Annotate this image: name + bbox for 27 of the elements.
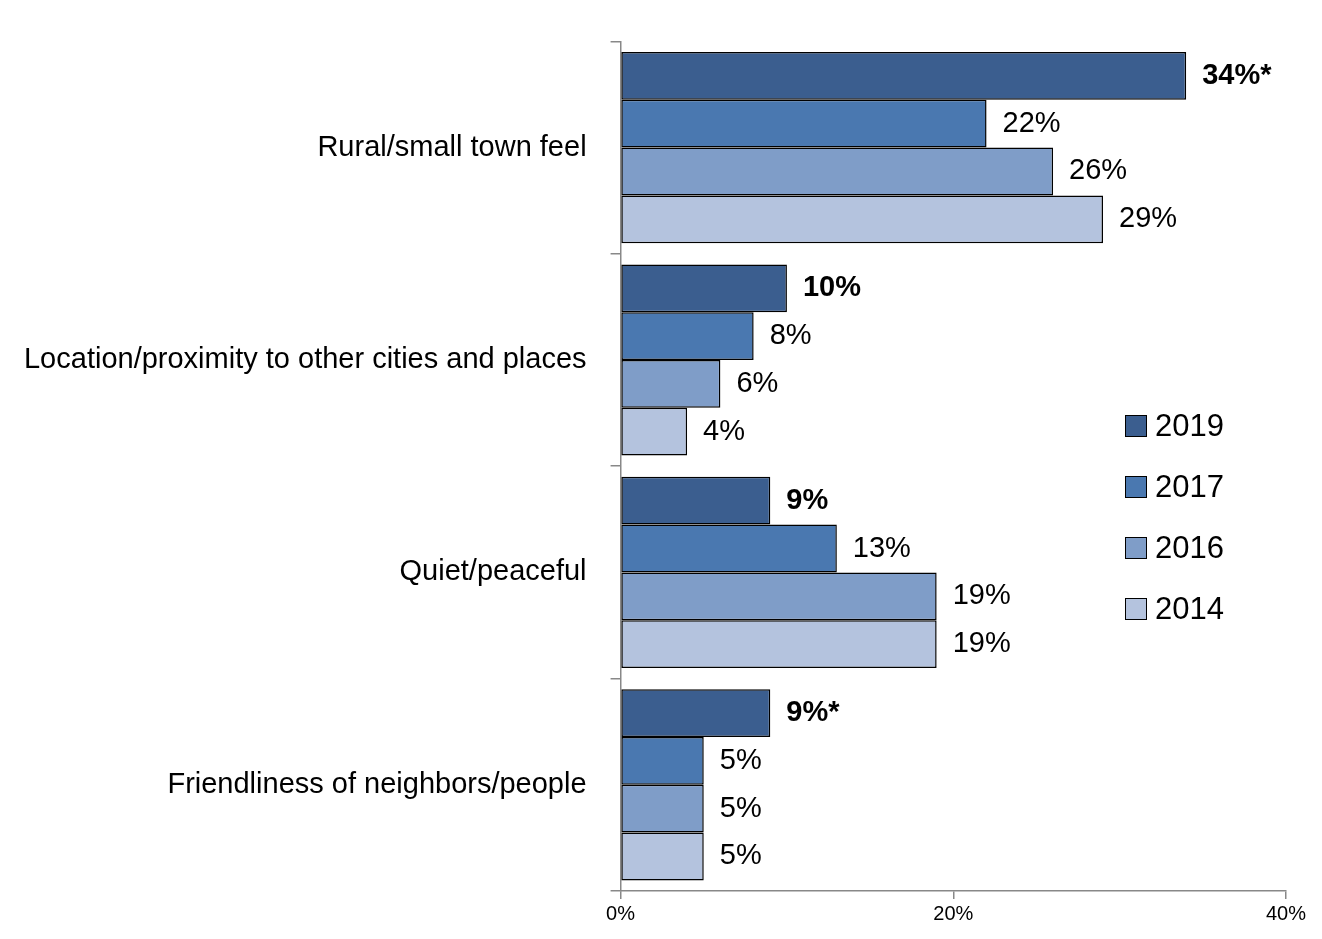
y-tick-label: Quiet/peaceful	[399, 554, 587, 587]
x-tick-label: 20%	[933, 901, 974, 924]
y-tick-label: Rural/small town feel	[317, 129, 587, 162]
y-tick-label: Friendliness of neighbors/people	[167, 766, 587, 799]
data-label: 19%	[952, 626, 1011, 659]
data-label: 9%*	[786, 695, 841, 728]
data-label: 29%	[1119, 201, 1178, 234]
data-label: 19%	[952, 578, 1011, 611]
data-label: 5%	[719, 790, 762, 823]
data-label: 6%	[736, 365, 779, 398]
legend-label: 2016	[1155, 529, 1224, 566]
data-label: 5%	[719, 838, 762, 871]
data-label: 13%	[852, 530, 911, 563]
data-label: 34%*	[1202, 57, 1273, 90]
data-label: 22%	[1002, 105, 1061, 138]
data-label: 26%	[1069, 153, 1128, 186]
legend-label: 2014	[1155, 590, 1224, 627]
x-tick-label: 0%	[606, 901, 636, 924]
y-tick-label: Location/proximity to other cities and places	[23, 342, 587, 374]
legend-label: 2017	[1155, 468, 1224, 505]
data-label: 8%	[769, 318, 812, 351]
data-label: 4%	[703, 413, 746, 446]
data-label: 10%	[802, 270, 862, 303]
x-tick-label: 40%	[1265, 901, 1307, 924]
data-label: 9%	[786, 482, 829, 515]
legend-label: 2019	[1155, 407, 1224, 444]
data-label: 5%	[719, 742, 762, 775]
